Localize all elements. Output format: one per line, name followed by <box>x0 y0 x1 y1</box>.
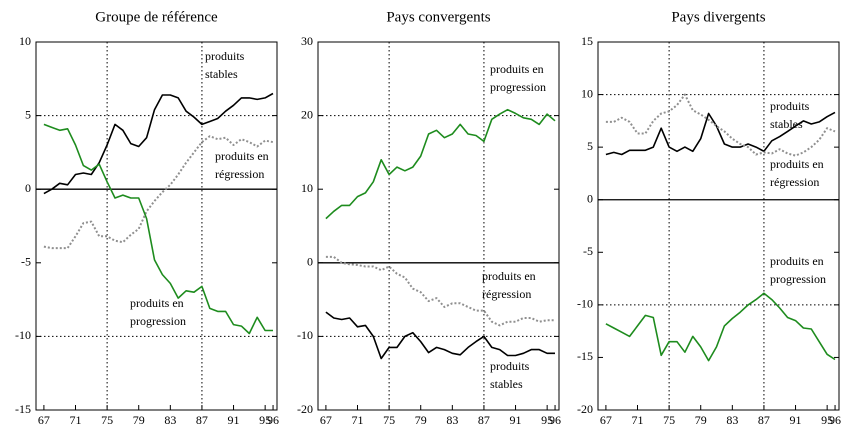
x-tick-label: 79 <box>695 413 707 427</box>
chart-title: Pays convergents <box>386 9 490 25</box>
series-label: produits en <box>490 62 544 76</box>
y-tick-label: -5 <box>583 244 593 258</box>
series-line <box>605 292 836 362</box>
series-label: régression <box>215 167 264 181</box>
plot-frame <box>35 41 278 411</box>
x-tick-label: 83 <box>164 413 176 427</box>
x-tick-label: 71 <box>352 413 364 427</box>
x-tick-label: 95 <box>259 413 271 427</box>
series-label: produits <box>205 49 245 63</box>
x-tick-label: 87 <box>758 413 770 427</box>
y-tick-label: -15 <box>15 402 31 416</box>
y-tick-label: -10 <box>15 328 31 342</box>
series-line <box>325 311 555 360</box>
y-tick-label: 5 <box>587 139 593 153</box>
plot-frame <box>597 41 840 411</box>
series-line <box>605 111 836 156</box>
y-tick-label: -10 <box>577 297 593 311</box>
x-tick-label: 75 <box>101 413 113 427</box>
y-tick-label: 0 <box>307 255 313 269</box>
y-tick-label: 5 <box>25 107 31 121</box>
x-tick-label: 75 <box>663 413 675 427</box>
y-tick-label: -15 <box>577 349 593 363</box>
series-label: produits en <box>770 254 824 268</box>
y-tick-label: -20 <box>577 402 593 416</box>
series-label: produits en <box>482 269 536 283</box>
x-tick-label: 96 <box>829 413 841 427</box>
y-tick-label: 0 <box>25 181 31 195</box>
series-label: progression <box>770 272 826 286</box>
y-tick-label: 10 <box>581 86 593 100</box>
x-tick-label: 91 <box>228 413 240 427</box>
series-label: produits <box>490 359 530 373</box>
series-label: stables <box>205 67 238 81</box>
series-label: produits <box>770 99 810 113</box>
y-tick-label: -10 <box>297 328 313 342</box>
y-tick-label: 15 <box>581 34 593 48</box>
series-line <box>43 123 273 335</box>
x-tick-label: 75 <box>383 413 395 427</box>
x-tick-label: 71 <box>632 413 644 427</box>
series-label: progression <box>130 314 186 328</box>
series-line <box>325 255 555 327</box>
y-tick-label: -20 <box>297 402 313 416</box>
x-tick-label: 87 <box>478 413 490 427</box>
y-tick-label: 10 <box>301 181 313 195</box>
x-tick-label: 95 <box>821 413 833 427</box>
series-line <box>43 92 274 195</box>
chart-title: Pays divergents <box>671 9 765 25</box>
x-tick-label: 83 <box>446 413 458 427</box>
x-tick-label: 83 <box>726 413 738 427</box>
chart-title: Groupe de référence <box>95 9 218 25</box>
x-tick-label: 67 <box>320 413 332 427</box>
plot-frame <box>317 41 560 411</box>
x-tick-label: 71 <box>70 413 82 427</box>
x-tick-label: 95 <box>541 413 553 427</box>
x-tick-label: 79 <box>415 413 427 427</box>
y-tick-label: 20 <box>301 107 313 121</box>
series-label: régression <box>482 287 531 301</box>
x-tick-label: 91 <box>510 413 522 427</box>
series-label: produits en <box>130 296 184 310</box>
x-tick-label: 87 <box>196 413 208 427</box>
x-tick-label: 96 <box>549 413 561 427</box>
series-line <box>325 108 556 220</box>
x-tick-label: 79 <box>133 413 145 427</box>
series-label: produits en <box>215 149 269 163</box>
y-tick-label: 30 <box>301 34 313 48</box>
series-label: régression <box>770 175 819 189</box>
series-label: stables <box>490 377 523 391</box>
series-label: produits en <box>770 157 824 171</box>
x-tick-label: 67 <box>38 413 50 427</box>
series-label: stables <box>770 117 803 131</box>
x-tick-label: 96 <box>267 413 279 427</box>
x-tick-label: 67 <box>600 413 612 427</box>
y-tick-label: 10 <box>19 34 31 48</box>
series-label: progression <box>490 80 546 94</box>
y-tick-label: -5 <box>21 255 31 269</box>
y-tick-label: 0 <box>587 191 593 205</box>
x-tick-label: 91 <box>790 413 802 427</box>
